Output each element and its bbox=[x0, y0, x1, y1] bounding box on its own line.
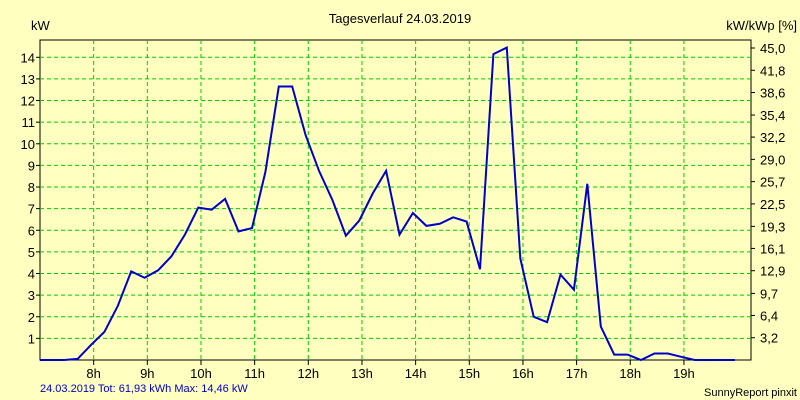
y-axis-left-label: kW bbox=[31, 18, 51, 33]
x-tick-label: 8h bbox=[86, 366, 100, 381]
y-left-tick-label: 3 bbox=[28, 288, 35, 303]
y-right-tick-label: 32,2 bbox=[760, 130, 785, 145]
y-left-tick-label: 8 bbox=[28, 180, 35, 195]
y-right-tick-label: 41,8 bbox=[760, 63, 785, 78]
y-left-tick-label: 14 bbox=[21, 50, 35, 65]
y-left-tick-label: 10 bbox=[21, 137, 35, 152]
y-right-tick-label: 38,6 bbox=[760, 86, 785, 101]
y-left-tick-label: 11 bbox=[22, 115, 36, 130]
y-right-tick-label: 6,4 bbox=[760, 308, 778, 323]
y-axis-right-label: kW/kWp [%] bbox=[726, 18, 797, 33]
y-left-tick-label: 5 bbox=[28, 245, 35, 260]
y-left-tick-label: 4 bbox=[28, 267, 35, 282]
y-right-tick-label: 19,3 bbox=[760, 219, 785, 234]
x-tick-label: 18h bbox=[619, 366, 641, 381]
y-left-tick-label: 1 bbox=[28, 331, 35, 346]
y-right-tick-label: 22,5 bbox=[760, 197, 785, 212]
chart-title: Tagesverlauf 24.03.2019 bbox=[329, 11, 471, 26]
y-right-tick-label: 16,1 bbox=[760, 241, 785, 256]
y-left-tick-label: 13 bbox=[21, 72, 35, 87]
y-left-tick-label: 12 bbox=[21, 94, 35, 109]
y-right-tick-label: 12,9 bbox=[760, 264, 785, 279]
x-tick-label: 16h bbox=[512, 366, 534, 381]
grid-lines bbox=[40, 40, 751, 360]
x-tick-label: 13h bbox=[351, 366, 373, 381]
y-left-tick-label: 2 bbox=[28, 310, 35, 325]
axis-ticks bbox=[36, 47, 755, 365]
y-right-tick-label: 29,0 bbox=[760, 152, 785, 167]
x-tick-label: 17h bbox=[566, 366, 588, 381]
footer-summary: 24.03.2019 Tot: 61,93 kWh Max: 14,46 kW bbox=[40, 383, 248, 395]
x-tick-label: 12h bbox=[297, 366, 319, 381]
y-left-tick-label: 7 bbox=[28, 202, 35, 217]
y-right-tick-label: 45,0 bbox=[760, 41, 785, 56]
x-tick-label: 15h bbox=[458, 366, 480, 381]
y-left-tick-label: 6 bbox=[28, 223, 35, 238]
x-tick-label: 10h bbox=[190, 366, 212, 381]
series-layer bbox=[40, 46, 735, 362]
y-right-tick-label: 25,7 bbox=[760, 175, 785, 190]
footer-credit: SunnyReport pinxit bbox=[704, 387, 797, 399]
y-left-tick-label: 9 bbox=[28, 158, 35, 173]
x-tick-label: 19h bbox=[673, 366, 695, 381]
y-right-tick-label: 9,7 bbox=[760, 286, 778, 301]
series-line-power bbox=[40, 46, 735, 362]
plot-area-frame bbox=[39, 39, 752, 361]
tick-labels: 8h 9h 10h 11h 12h 13h 14h 15h 16h 17h 18h 19h123456… bbox=[21, 41, 786, 381]
y-right-tick-label: 35,4 bbox=[760, 108, 785, 123]
x-tick-label: 9h bbox=[140, 366, 154, 381]
x-tick-label: 11h bbox=[244, 366, 265, 381]
y-right-tick-label: 3,2 bbox=[760, 331, 778, 346]
x-tick-label: 14h bbox=[405, 366, 427, 381]
